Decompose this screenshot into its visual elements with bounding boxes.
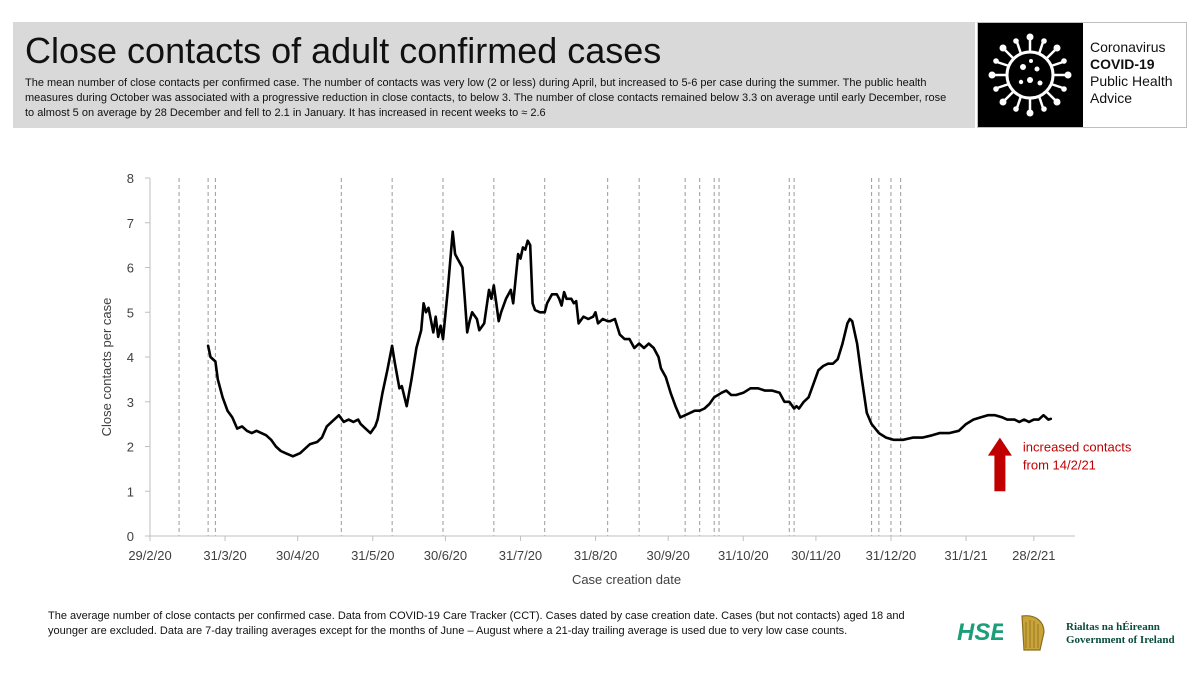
badge-line-3: Public Health	[1090, 73, 1173, 89]
x-tick-label: 31/10/20	[718, 548, 769, 563]
y-tick-label: 5	[127, 305, 134, 320]
covid-advice-badge: Coronavirus COVID-19 Public Health Advic…	[977, 22, 1187, 128]
x-tick-label: 31/5/20	[351, 548, 394, 563]
header-band: Close contacts of adult confirmed cases …	[13, 22, 975, 128]
series-line	[206, 230, 1053, 458]
x-tick-label: 31/1/21	[944, 548, 987, 563]
annotation-arrow-icon	[987, 437, 1012, 492]
x-tick-label: 30/4/20	[276, 548, 319, 563]
gov-line-2: Government of Ireland	[1066, 634, 1175, 646]
virus-icon	[978, 23, 1083, 127]
x-tick-label: 31/7/20	[499, 548, 542, 563]
y-tick-label: 8	[127, 171, 134, 186]
y-tick-label: 4	[127, 350, 134, 365]
y-tick-label: 6	[127, 261, 134, 276]
annotation-label: from 14/2/21	[1023, 458, 1096, 473]
x-axis-label: Case creation date	[572, 572, 681, 587]
badge-text: Coronavirus COVID-19 Public Health Advic…	[1090, 39, 1173, 107]
y-tick-label: 1	[127, 484, 134, 499]
badge-line-4: Advice	[1090, 90, 1133, 106]
x-tick-label: 31/8/20	[574, 548, 617, 563]
badge-line-1: Coronavirus	[1090, 39, 1166, 55]
x-tick-label: 30/11/20	[791, 548, 841, 563]
x-tick-label: 29/2/20	[128, 548, 171, 563]
y-tick-label: 3	[127, 395, 134, 410]
page-title: Close contacts of adult confirmed cases	[25, 30, 662, 71]
x-tick-label: 31/3/20	[203, 548, 246, 563]
hse-logo: HSE	[955, 616, 1007, 651]
x-tick-label: 30/9/20	[647, 548, 690, 563]
x-tick-label: 30/6/20	[424, 548, 467, 563]
y-tick-label: 2	[127, 440, 134, 455]
page-subtitle: The mean number of close contacts per co…	[25, 77, 947, 119]
y-tick-label: 0	[127, 529, 134, 544]
government-logo-text: Rialtas na hÉireann Government of Irelan…	[1066, 621, 1175, 647]
y-axis-label: Close contacts per case	[99, 298, 114, 437]
x-tick-label: 31/12/20	[866, 548, 917, 563]
harp-emblem-icon	[1014, 612, 1050, 659]
badge-line-2: COVID-19	[1090, 56, 1155, 72]
gov-line-1: Rialtas na hÉireann	[1066, 621, 1160, 633]
annotation-label: increased contacts	[1023, 440, 1132, 455]
line-chart: 0 1 2 3 4 5 6 7 8 29/2/20 31/3/20 30/4/20 31/5/20 30/…	[99, 171, 1132, 587]
footnote: The average number of close contacts per…	[48, 610, 905, 637]
svg-text:HSE: HSE	[957, 619, 1003, 646]
y-tick-label: 7	[127, 216, 134, 231]
x-tick-label: 28/2/21	[1012, 548, 1055, 563]
